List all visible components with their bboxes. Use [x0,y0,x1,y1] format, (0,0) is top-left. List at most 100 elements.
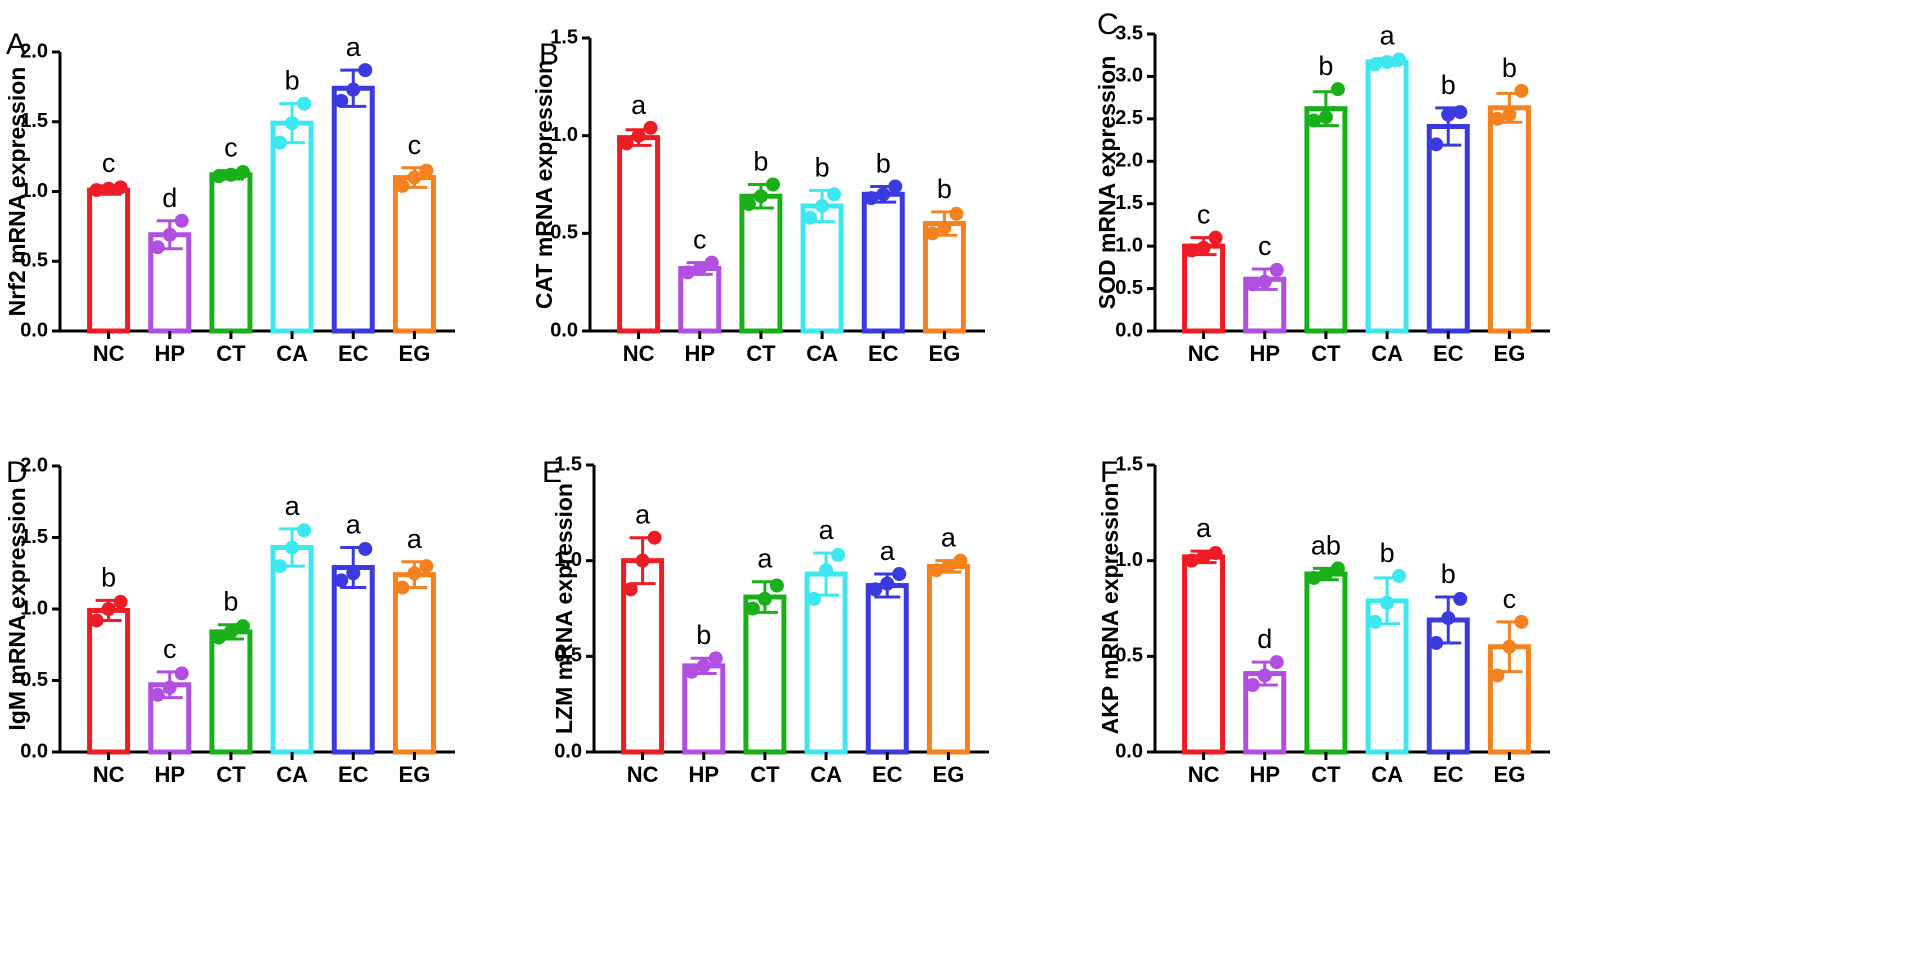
bar-CT [739,193,783,334]
significance-label: b [1441,70,1456,100]
significance-label: a [285,491,301,521]
x-category-label: EG [399,762,431,787]
point-CA [285,116,300,131]
x-category-label: EC [868,341,899,366]
x-category-label: HP [154,762,185,787]
point-CT [757,591,772,606]
significance-label: b [101,562,116,592]
bar-EG [926,563,970,755]
point-EC [358,541,373,556]
point-CT [1306,570,1321,585]
bar-EC [865,583,909,755]
point-CA [297,96,312,111]
y-tick-label: 0.0 [1115,740,1143,762]
point-NC [101,181,116,196]
point-CA [819,563,834,578]
point-EG [1490,668,1505,683]
significance-label: a [635,500,651,530]
x-category-label: EG [929,341,961,366]
x-category-label: CT [750,762,780,787]
significance-label: b [285,66,300,96]
point-NC [1196,549,1211,564]
point-CA [827,187,842,202]
y-tick-label: 1.5 [20,110,48,132]
point-HP [162,680,177,695]
point-CA [807,591,822,606]
y-axis-title: LZM mRNA expression [551,483,577,734]
y-axis-title: IgM mRNA expression [4,487,30,730]
point-HP [174,213,189,228]
point-EG [953,553,968,568]
bar-NC [87,607,131,755]
point-CT [753,189,768,204]
y-tick-label: 0.5 [550,222,578,244]
point-CT [1318,110,1333,125]
point-EG [419,163,434,178]
point-EG [941,559,956,574]
point-CA [273,135,288,150]
point-CA [285,540,300,555]
point-HP [1269,655,1284,670]
point-NC [89,183,104,198]
point-EC [346,82,361,97]
significance-label: d [162,183,177,213]
point-NC [619,136,634,151]
point-EC [334,573,349,588]
significance-label: c [1503,584,1517,614]
significance-label: b [937,174,952,204]
x-category-label: CT [216,762,246,787]
x-category-label: HP [1249,762,1280,787]
point-EC [334,93,349,108]
significance-label: c [408,130,422,160]
significance-label: b [1318,51,1333,81]
panel-letter: F [1100,456,1118,489]
point-NC [1196,240,1211,255]
point-EC [864,191,879,206]
y-tick-label: 0.5 [20,250,48,272]
point-NC [1208,230,1223,245]
point-EG [925,226,940,241]
x-category-label: EG [933,762,965,787]
bar-CT [743,594,787,755]
x-category-label: HP [688,762,719,787]
point-CA [1368,57,1383,72]
y-tick-label: 0.5 [1115,277,1143,299]
point-CA [815,198,830,213]
bar-NC [1182,243,1226,334]
point-CT [211,630,226,645]
bar-EG [1487,105,1531,334]
y-tick-label: 3.0 [1115,65,1143,87]
x-category-label: CA [810,762,842,787]
y-tick-label: 0.5 [554,645,582,667]
y-tick-label: 2.0 [1115,150,1143,172]
point-HP [150,240,165,255]
significance-label: c [1258,231,1272,261]
point-NC [89,613,104,628]
x-category-label: NC [93,341,125,366]
point-NC [113,180,128,195]
bar-NC [617,135,661,334]
significance-label: a [1380,21,1396,51]
x-category-label: EG [1494,341,1526,366]
y-tick-label: 1.0 [550,124,578,146]
x-category-label: EC [338,762,369,787]
point-CT [211,169,226,184]
significance-label: b [1502,53,1517,83]
point-CA [297,523,312,538]
point-CT [1330,561,1345,576]
y-tick-label: 1.5 [1115,453,1143,475]
y-tick-label: 1.0 [554,549,582,571]
x-category-label: CA [1371,762,1403,787]
significance-label: a [819,515,835,545]
point-EC [1441,107,1456,122]
point-HP [150,687,165,702]
point-HP [708,651,723,666]
y-tick-label: 0.0 [20,740,48,762]
y-tick-label: 0.0 [550,319,578,341]
significance-label: b [1380,538,1395,568]
panel-letter: A [6,28,26,61]
point-CT [235,619,250,634]
